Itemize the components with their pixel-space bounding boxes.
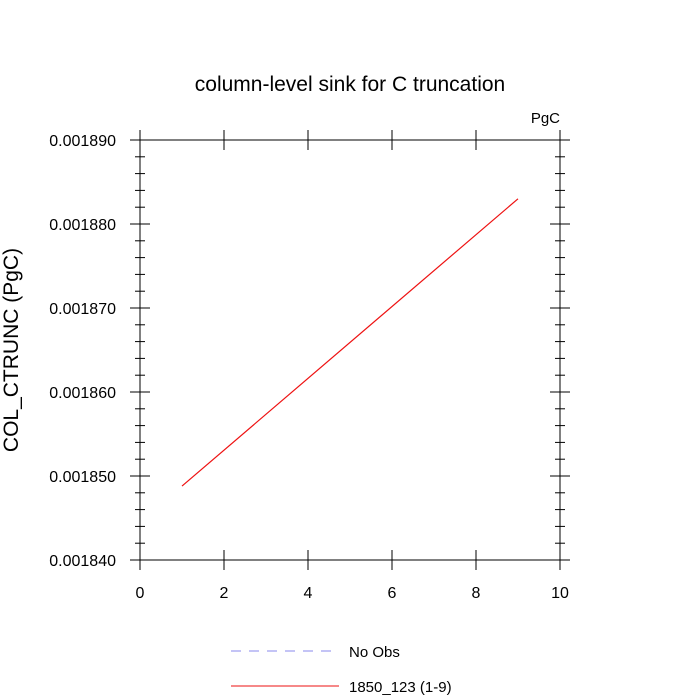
- x-tick-label: 0: [136, 585, 145, 602]
- legend-label: 1850_123 (1-9): [349, 679, 452, 696]
- x-tick-label: 6: [388, 585, 397, 602]
- units-label: PgC: [531, 110, 560, 127]
- y-tick-label: 0.001860: [49, 385, 116, 402]
- y-axis-label: COL_CTRUNC (PgC): [0, 248, 23, 452]
- y-tick-label: 0.001870: [49, 301, 116, 318]
- series-line: [181, 198, 519, 487]
- y-tick-label: 0.001880: [49, 217, 116, 234]
- tick-labels: 0 2 4 6 8 10 0.001840 0.001850 0.001860 0.001870 0…: [49, 133, 569, 602]
- axis-ticks: [130, 130, 570, 570]
- x-tick-label: 4: [304, 585, 313, 602]
- chart-title: column-level sink for C truncation: [195, 73, 505, 96]
- x-tick-label: 10: [551, 585, 569, 602]
- series-lines: [181, 198, 519, 487]
- x-tick-label: 8: [472, 585, 481, 602]
- y-tick-label: 0.001890: [49, 133, 116, 150]
- plot-frame: [139, 139, 561, 561]
- y-tick-label: 0.001840: [49, 553, 116, 570]
- x-tick-label: 2: [220, 585, 229, 602]
- y-tick-label: 0.001850: [49, 469, 116, 486]
- legend-label: No Obs: [349, 644, 400, 661]
- legend: No Obs 1850_123 (1-9): [231, 644, 452, 696]
